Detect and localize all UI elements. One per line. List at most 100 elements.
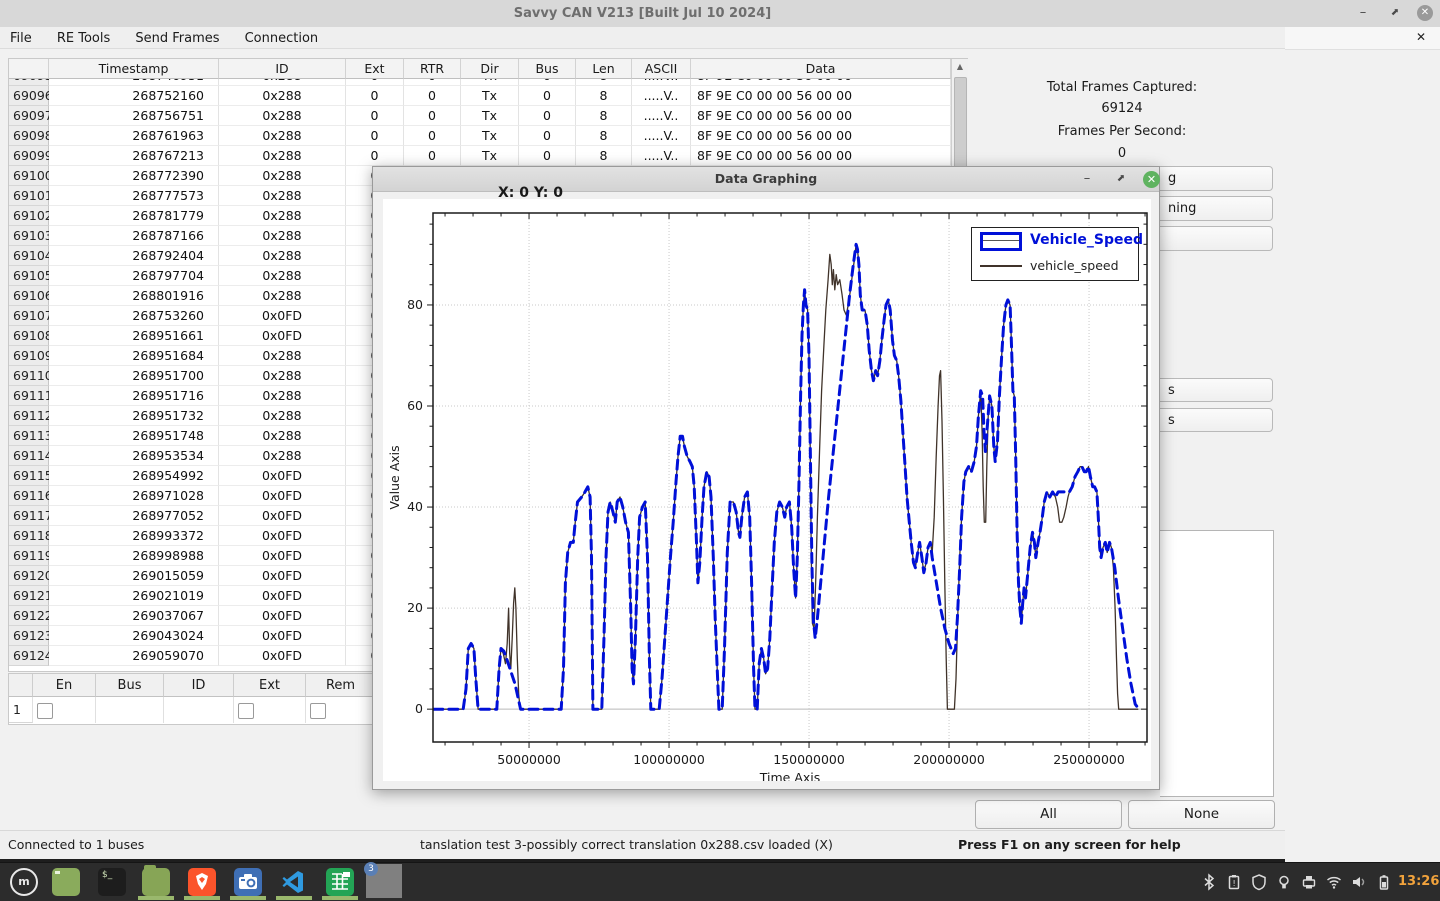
frames-col-bus[interactable]: Bus	[519, 59, 576, 79]
tray-brightness-icon[interactable]	[1275, 873, 1293, 891]
taskbar-app-terminal-icon[interactable]: $_	[98, 868, 126, 896]
svg-text:80: 80	[407, 297, 423, 312]
filter-col-en[interactable]: En	[33, 674, 96, 697]
window-count-badge: 3	[364, 862, 378, 876]
frames-col-data[interactable]: Data	[691, 59, 951, 79]
frames-col-ascii[interactable]: ASCII	[632, 59, 691, 79]
svg-text:150000000: 150000000	[773, 752, 845, 767]
legend-line-swatch	[980, 265, 1022, 267]
frame-row[interactable]: 690982687619630x28800Tx08.....V..8F 9E C…	[9, 126, 951, 146]
frame-row[interactable]: 690972687567510x28800Tx08.....V..8F 9E C…	[9, 106, 951, 126]
frame-row[interactable]: 690962687521600x28800Tx08.....V..8F 9E C…	[9, 86, 951, 106]
chart-panel[interactable]: 0204060805000000010000000015000000020000…	[383, 199, 1151, 781]
savvycan-titlebar[interactable]: Savvy CAN V213 [Built Jul 10 2024]	[0, 0, 1285, 28]
menu-re-tools[interactable]: RE Tools	[47, 28, 120, 49]
filter-id-cell[interactable]	[164, 697, 234, 723]
status-connection: Connected to 1 buses	[8, 831, 144, 859]
filter-col-rem[interactable]: Rem	[306, 674, 376, 697]
calc-titlebar[interactable]: – ⬈ ✕	[1285, 0, 1440, 28]
taskbar-app-libreoffice-calc-icon[interactable]	[326, 868, 354, 896]
restore-icon[interactable]: ⬈	[1387, 5, 1403, 21]
close-icon[interactable]: ✕	[1417, 5, 1433, 21]
svg-text:100000000: 100000000	[633, 752, 705, 767]
frames-col-timestamp[interactable]: Timestamp	[49, 59, 219, 79]
tray-shield-icon[interactable]	[1250, 873, 1268, 891]
filter-col-ext[interactable]: Ext	[234, 674, 306, 697]
libreoffice-calc-window: – ⬈ ✕ ✕ ≠ » ≡ AC – A✎	[1285, 0, 1440, 862]
menubar: File RE Tools Send Frames Connection	[0, 27, 1285, 49]
fps-label: Frames Per Second:	[966, 124, 1278, 139]
statusbar: Connected to 1 buses tanslation test 3-p…	[0, 830, 1285, 859]
legend-entry[interactable]: Vehicle_Speed	[972, 228, 1138, 253]
tray-clipboard-icon[interactable]: !	[1225, 873, 1243, 891]
filter-all-button[interactable]: All	[975, 800, 1122, 829]
frame-row[interactable]: 690952687469510x28800Tx08.....V..8F 9E C…	[9, 79, 951, 86]
filter-en-checkbox[interactable]	[37, 703, 53, 719]
side-button-clipped[interactable]: s	[1160, 378, 1273, 402]
minimize-icon[interactable]: –	[1079, 171, 1095, 187]
frames-col-ext[interactable]: Ext	[346, 59, 404, 79]
legend-box-swatch	[980, 232, 1022, 251]
menu-connection[interactable]: Connection	[235, 28, 329, 49]
taskbar: m $_ 3 ! 13:26	[0, 862, 1440, 901]
side-button-clipped[interactable]: g	[1160, 166, 1273, 191]
minimize-icon[interactable]: –	[1355, 5, 1371, 21]
taskbar-app-file-manager-icon[interactable]	[142, 868, 170, 896]
running-indicator	[138, 896, 174, 900]
legend-label: vehicle_speed	[1030, 253, 1119, 278]
frames-col-rtr[interactable]: RTR	[404, 59, 461, 79]
running-indicator	[276, 896, 312, 900]
filter-ext-checkbox[interactable]	[238, 703, 254, 719]
chart-legend[interactable]: Vehicle_Speedvehicle_speed	[971, 227, 1139, 281]
close-toolbar-icon[interactable]: ✕	[1416, 30, 1426, 44]
side-button-clipped[interactable]: ning	[1160, 196, 1273, 221]
svg-text:50000000: 50000000	[497, 752, 561, 767]
menu-file[interactable]: File	[0, 28, 42, 49]
svg-text:0: 0	[415, 701, 423, 716]
frames-col-dir[interactable]: Dir	[461, 59, 519, 79]
filter-bus-cell[interactable]	[96, 697, 164, 723]
menu-send-frames[interactable]: Send Frames	[125, 28, 229, 49]
running-indicator	[184, 896, 220, 900]
scroll-up-icon[interactable]: ▲	[952, 59, 968, 75]
taskbar-app-window-group-icon[interactable]: 3	[366, 864, 402, 898]
frame-row[interactable]: 690992687672130x28800Tx08.....V..8F 9E C…	[9, 146, 951, 166]
tray-volume-icon[interactable]	[1350, 873, 1368, 891]
side-button-clipped[interactable]	[1160, 226, 1273, 251]
filter-rem-checkbox[interactable]	[310, 703, 326, 719]
filter-none-button[interactable]: None	[1128, 800, 1275, 829]
taskbar-app-brave-browser-icon[interactable]	[188, 868, 216, 896]
tray-wifi-icon[interactable]	[1325, 873, 1343, 891]
close-icon[interactable]: ✕	[1143, 171, 1160, 188]
frames-col-len[interactable]: Len	[576, 59, 632, 79]
graph-titlebar[interactable]: Data Graphing – ⬈ ✕	[373, 167, 1159, 192]
filter-id-list[interactable]	[1160, 530, 1274, 797]
taskbar-clock[interactable]: 13:26	[1398, 863, 1439, 901]
filter-row-number: 1	[9, 697, 33, 723]
tray-battery-icon[interactable]	[1375, 873, 1393, 891]
svg-text:40: 40	[407, 499, 423, 514]
taskbar-app-mint-menu-icon[interactable]: m	[10, 868, 38, 896]
tray-printer-icon[interactable]	[1300, 873, 1318, 891]
running-indicator	[322, 896, 358, 900]
frames-col-id[interactable]: ID	[219, 59, 346, 79]
svg-text:!: !	[1233, 879, 1236, 888]
filter-col-id[interactable]: ID	[164, 674, 234, 697]
legend-label: Vehicle_Speed	[1030, 228, 1143, 253]
window-title: Savvy CAN V213 [Built Jul 10 2024]	[0, 0, 1285, 27]
vehicle-speed-chart[interactable]: 0204060805000000010000000015000000020000…	[383, 199, 1151, 781]
tray-bluetooth-icon[interactable]	[1200, 873, 1218, 891]
status-file-loaded: tanslation test 3-possibly correct trans…	[420, 831, 833, 859]
side-button-clipped[interactable]: s	[1160, 408, 1273, 432]
total-frames-value: 69124	[966, 101, 1278, 116]
graph-window-title: Data Graphing	[373, 167, 1159, 191]
taskbar-app-show-desktop-icon[interactable]	[52, 868, 80, 896]
total-frames-label: Total Frames Captured:	[966, 80, 1278, 95]
filter-col-bus[interactable]: Bus	[96, 674, 164, 697]
taskbar-app-vscode-icon[interactable]	[280, 868, 308, 896]
status-help: Press F1 on any screen for help	[958, 831, 1181, 859]
data-graphing-window: Data Graphing – ⬈ ✕ 02040608050000000100…	[372, 166, 1160, 790]
taskbar-app-screenshot-tool-icon[interactable]	[234, 868, 262, 896]
legend-entry[interactable]: vehicle_speed	[972, 253, 1138, 278]
restore-icon[interactable]: ⬈	[1113, 171, 1129, 187]
